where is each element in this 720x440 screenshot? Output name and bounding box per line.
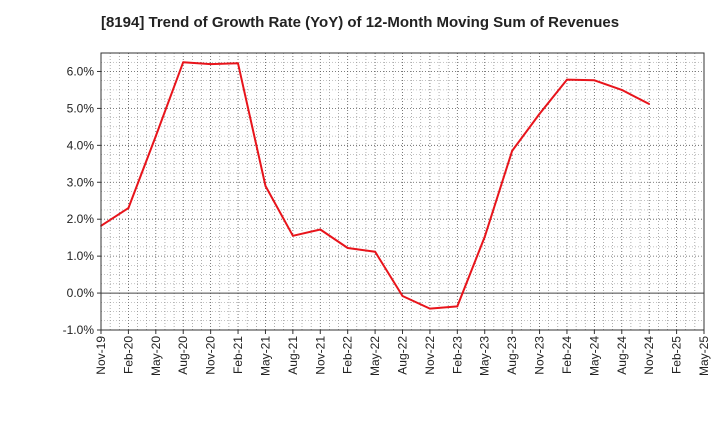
plot-frame — [100, 52, 705, 331]
y-tick-label: 0.0% — [67, 286, 95, 300]
data-point — [401, 295, 404, 297]
data-point — [456, 305, 459, 308]
x-tick-label: Nov-21 — [313, 336, 327, 375]
x-tick-label: Aug-24 — [615, 336, 629, 375]
x-tick-label: Nov-20 — [204, 336, 218, 375]
data-point — [237, 62, 239, 65]
grid — [101, 53, 704, 331]
data-point — [209, 63, 212, 65]
data-point — [566, 78, 568, 81]
x-tick-label: May-23 — [478, 336, 492, 376]
series — [100, 61, 651, 310]
data-point — [264, 185, 267, 187]
x-tick-label: Nov-22 — [423, 336, 437, 375]
x-tick-label: May-22 — [368, 336, 382, 376]
x-tick-label: Nov-23 — [533, 336, 547, 375]
y-tick-label: 2.0% — [67, 212, 95, 226]
x-tick-label: May-20 — [149, 336, 163, 376]
data-point — [154, 135, 157, 138]
x-tick-label: Feb-23 — [450, 336, 464, 374]
y-tick-label: 5.0% — [67, 101, 95, 115]
x-tick-label: Feb-25 — [670, 336, 684, 374]
x-tick-label: Feb-24 — [560, 336, 574, 374]
x-tick-label: May-21 — [258, 336, 272, 376]
x-tick-label: Feb-22 — [341, 336, 355, 374]
data-point — [593, 79, 596, 82]
data-point — [374, 250, 376, 253]
x-tick-label: Aug-22 — [396, 336, 410, 375]
y-tick-label: -1.0% — [63, 323, 95, 337]
data-point — [346, 247, 349, 249]
x-tick-label: Nov-19 — [94, 336, 108, 375]
y-tick-label: 4.0% — [67, 138, 95, 152]
y-tick-label: 6.0% — [67, 64, 95, 78]
y-tick-label: 1.0% — [67, 249, 95, 263]
data-point — [620, 89, 623, 91]
x-tick-label: May-24 — [587, 336, 601, 376]
x-tick-label: May-25 — [697, 336, 711, 376]
data-point — [429, 307, 431, 310]
x-tick-label: Nov-24 — [642, 336, 656, 375]
y-tick-label: 3.0% — [67, 175, 95, 189]
data-point — [127, 207, 130, 210]
data-point — [319, 228, 322, 231]
chart-title: [8194] Trend of Growth Rate (YoY) of 12-… — [100, 14, 620, 31]
x-tick-label: Aug-23 — [505, 336, 519, 375]
data-point — [648, 103, 651, 105]
data-point — [182, 61, 185, 64]
data-point — [538, 113, 541, 115]
data-point — [511, 149, 514, 152]
y-axis-ticks: -1.0% 0.0% 1.0% 2.0% 3.0% 4.0% 5.0% 6.0% — [63, 64, 101, 337]
x-tick-label: Feb-20 — [121, 336, 135, 374]
x-axis-ticks: Nov-19 Feb-20 May-20 Aug-20 Nov-20 Feb-21 May-… — [94, 330, 711, 376]
data-point — [483, 236, 486, 238]
data-point — [291, 234, 294, 237]
x-tick-label: Aug-21 — [286, 336, 300, 375]
x-tick-label: Aug-20 — [176, 336, 190, 375]
x-tick-label: Feb-21 — [231, 336, 245, 374]
